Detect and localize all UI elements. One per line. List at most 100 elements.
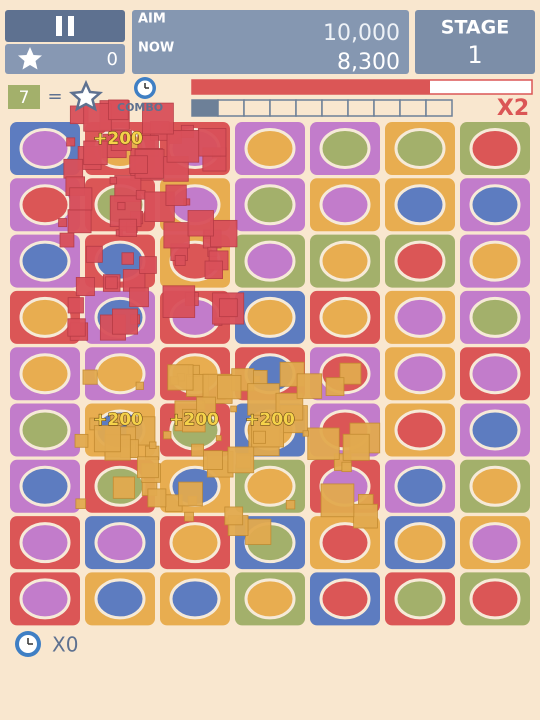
particle — [253, 430, 266, 444]
combo-label: COMBO — [117, 101, 163, 114]
score-popup: +200 — [93, 129, 143, 149]
tile-gem — [19, 522, 71, 564]
pause-button[interactable] — [5, 10, 125, 42]
particle — [166, 130, 200, 163]
tile-gem — [169, 578, 221, 620]
particle — [117, 413, 128, 424]
tile-gem — [244, 578, 296, 620]
particle — [67, 209, 92, 234]
tile-gem — [394, 465, 446, 507]
tile-gem — [19, 296, 71, 338]
tile-gem — [394, 296, 446, 338]
particle — [149, 441, 157, 449]
combo-cell — [425, 99, 453, 117]
combo-meter — [191, 99, 453, 117]
particles — [58, 94, 381, 545]
tile-gem — [469, 296, 521, 338]
tile-gem — [469, 578, 521, 620]
particle — [104, 276, 118, 290]
tile-gem — [244, 240, 296, 282]
tile-gem — [244, 465, 296, 507]
particle — [187, 210, 214, 237]
multiplier: X2 — [497, 96, 529, 121]
tile-gem — [469, 184, 521, 226]
tile-gem — [469, 409, 521, 451]
count-value: 7 — [19, 88, 30, 108]
tile-gem — [319, 128, 371, 169]
particle — [162, 285, 196, 318]
tile-gem — [244, 184, 296, 226]
stage-panel — [415, 10, 535, 74]
particle — [85, 245, 103, 263]
tile-gem — [244, 296, 296, 338]
score-panel — [132, 10, 409, 74]
particle — [135, 381, 144, 390]
equals-sign: = — [47, 86, 62, 107]
particle — [74, 433, 89, 448]
particle — [129, 287, 149, 308]
combo-cell — [269, 99, 297, 117]
particle — [69, 187, 93, 211]
particle — [196, 396, 216, 417]
combo-cell — [243, 99, 271, 117]
particle — [341, 461, 352, 473]
tile-gem — [319, 578, 371, 620]
particle — [167, 364, 194, 391]
particle — [117, 201, 126, 211]
time-bar-fill — [192, 80, 430, 94]
particle — [210, 219, 238, 248]
particle — [339, 362, 362, 385]
tile-gem — [19, 353, 71, 395]
tile-gem — [394, 409, 446, 451]
combo-cell — [321, 99, 349, 117]
particle — [253, 369, 268, 385]
aim-score: 10,000 — [323, 21, 400, 46]
tile-gem — [469, 522, 521, 564]
tile-gem — [19, 128, 71, 169]
combo-cell — [347, 99, 375, 117]
pause-icon — [68, 16, 74, 36]
particle — [178, 481, 203, 507]
count-box — [8, 85, 40, 109]
particle — [296, 373, 323, 399]
now-label: NOW — [138, 41, 174, 56]
particle — [325, 377, 345, 396]
particle — [83, 103, 112, 132]
tile-gem — [244, 128, 296, 169]
clock-count: X0 — [52, 633, 78, 657]
particle — [75, 498, 86, 509]
particle — [245, 518, 272, 545]
score-popup: +200 — [245, 410, 295, 430]
tile-gem — [19, 578, 71, 620]
particle — [353, 503, 378, 529]
particle — [203, 450, 223, 470]
particle — [307, 427, 340, 460]
particle — [247, 383, 280, 416]
particle — [224, 506, 244, 526]
tile-gem — [469, 240, 521, 282]
particle — [108, 99, 129, 121]
tile-gem — [94, 578, 146, 620]
tile-gem — [394, 128, 446, 169]
particle — [163, 430, 172, 440]
tile-gem — [319, 296, 371, 338]
combo-cell — [295, 99, 323, 117]
tile-gem — [319, 240, 371, 282]
combo-cell — [373, 99, 401, 117]
tile-gem — [94, 522, 146, 564]
particle — [285, 500, 296, 510]
tile-gem — [394, 184, 446, 226]
particle — [112, 476, 136, 499]
particle — [144, 191, 175, 222]
particle — [174, 255, 186, 266]
particle — [215, 435, 222, 442]
clock-icon — [15, 631, 41, 657]
particle — [230, 405, 237, 413]
particle — [204, 260, 223, 279]
tile-gem — [394, 353, 446, 395]
star-outline-icon — [68, 79, 104, 112]
tile-gem — [469, 465, 521, 507]
particle — [110, 129, 132, 151]
particle — [118, 218, 137, 238]
particle — [219, 298, 238, 318]
